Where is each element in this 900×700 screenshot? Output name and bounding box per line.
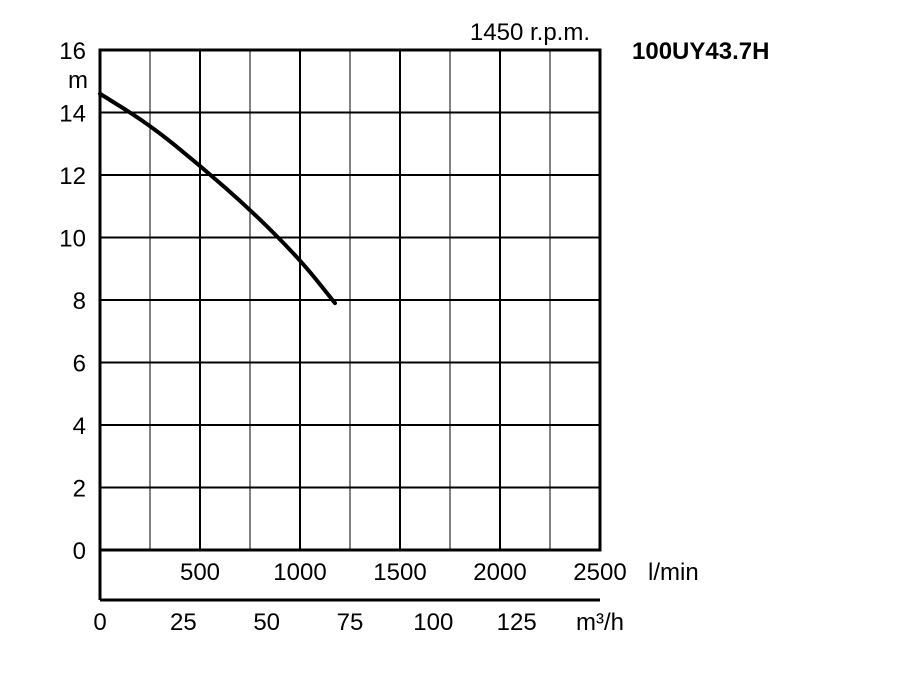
grid-lines	[100, 49, 600, 550]
x-tick-label-lpm: 2000	[473, 559, 526, 586]
x-tick-label-m3h: 125	[497, 609, 537, 636]
y-tick-label: 16	[59, 38, 86, 65]
y-tick-label: 12	[59, 163, 86, 190]
head-flow-curve	[98, 91, 337, 306]
y-tick-label: 2	[73, 476, 86, 503]
y-axis-unit-label: m	[68, 67, 88, 94]
x-tick-label-m3h: 0	[93, 609, 106, 636]
x-tick-label-m3h: 25	[170, 609, 197, 636]
chart-subtitle: 1450 r.p.m.	[470, 19, 590, 46]
x-tick-labels-lpm: 500 1000 1500 2000 2500	[180, 559, 627, 586]
y-tick-label: 10	[59, 226, 86, 253]
x-tick-label-m3h: 75	[337, 609, 364, 636]
x-tick-label-m3h: 50	[253, 609, 280, 636]
y-tick-label: 14	[59, 101, 86, 128]
lower-axis-frame	[98, 550, 600, 602]
x-axis-unit-m3h: m³/h	[576, 609, 624, 636]
y-tick-label: 8	[73, 288, 86, 315]
plot-frame	[98, 48, 602, 552]
x-axis-unit-lpm: l/min	[648, 559, 699, 586]
x-tick-label-m3h: 100	[413, 609, 453, 636]
y-tick-label: 6	[73, 351, 86, 378]
x-tick-labels-m3h: 0 25 50 75 100 125	[93, 609, 536, 636]
y-tick-label: 4	[73, 413, 86, 440]
y-tick-label: 0	[73, 538, 86, 565]
chart-title: 100UY43.7H	[632, 38, 769, 65]
series-layer	[98, 91, 337, 306]
x-tick-label-lpm: 2500	[573, 559, 626, 586]
x-tick-label-lpm: 1000	[273, 559, 326, 586]
x-tick-label-lpm: 1500	[373, 559, 426, 586]
y-tick-labels: 0 2 4 6 8 10 12 14 16	[59, 38, 86, 565]
x-tick-label-lpm: 500	[180, 559, 220, 586]
